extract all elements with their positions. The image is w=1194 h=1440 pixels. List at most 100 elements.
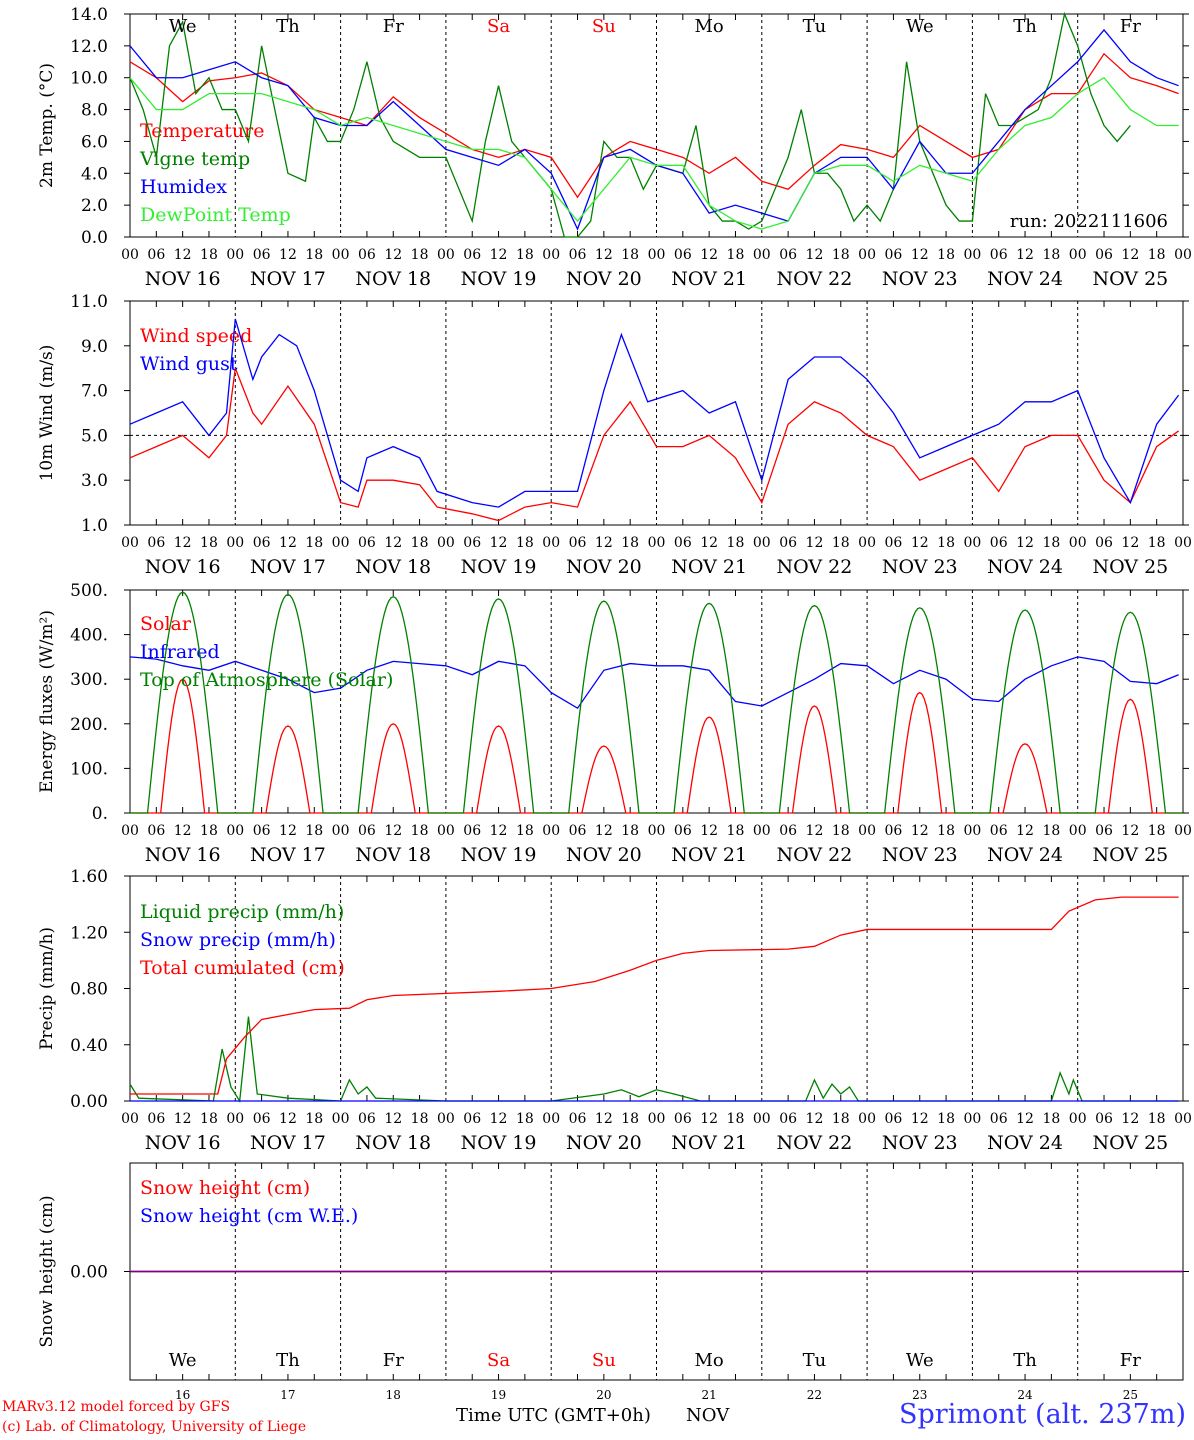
day-tick-label: NOV 22 [777,844,853,866]
hour-tick-label: 18 [516,823,534,839]
hour-tick-label: 18 [727,535,745,551]
hour-tick-label: 18 [200,1111,218,1127]
day-tick-label: NOV 23 [882,268,958,290]
day-tick-label: NOV 22 [777,1132,853,1154]
hour-tick-label: 06 [779,823,797,839]
hour-tick-label: 00 [437,823,455,839]
hour-tick-label: 00 [963,823,981,839]
legend-entry: Snow height (cm W.E.) [140,1205,358,1227]
y-tick-label: 0. [92,804,108,824]
hour-tick-label: 12 [1016,823,1034,839]
hour-tick-label: 18 [1148,823,1166,839]
hour-tick-label: 06 [990,1111,1008,1127]
hour-tick-label: 00 [753,823,771,839]
hour-tick-label: 06 [463,535,481,551]
hour-tick-label: 00 [437,535,455,551]
weekday-label: Mo [695,16,724,37]
y-tick-label: 0.00 [70,1263,108,1283]
hour-tick-label: 12 [490,1111,508,1127]
y-axis-label: 2m Temp. (°C) [37,63,57,188]
y-tick-label: 100. [70,759,108,779]
y-tick-label: 0.00 [70,1092,108,1112]
hour-tick-label: 12 [700,535,718,551]
day-tick-label: NOV 21 [671,844,747,866]
legend-entry: Wind speed [140,325,252,347]
hour-tick-label: 18 [832,247,850,263]
day-tick-label: NOV 17 [250,844,326,866]
hour-tick-label: 12 [911,1111,929,1127]
hour-tick-label: 12 [700,823,718,839]
hour-tick-label: 12 [279,535,297,551]
hour-tick-label: 18 [937,823,955,839]
y-tick-label: 1.0 [81,516,108,536]
weekday-label: Sa [487,1350,510,1371]
y-tick-label: 14.0 [70,5,108,25]
hour-tick-label: 12 [490,247,508,263]
hour-tick-label: 18 [411,823,429,839]
day-tick-label: NOV 20 [566,1132,642,1154]
hour-tick-label: 00 [226,535,244,551]
y-tick-label: 6.0 [81,132,108,152]
series-line-energy-2 [130,591,1183,814]
hour-tick-label: 12 [490,535,508,551]
hour-tick-label: 12 [384,823,402,839]
model-credit: MARv3.12 model forced by GFS [2,1399,231,1415]
y-axis-label: Precip (mm/h) [37,927,57,1050]
hour-tick-label: 12 [174,247,192,263]
y-tick-label: 12.0 [70,37,108,57]
hour-tick-label: 00 [963,535,981,551]
day-tick-label: NOV 18 [355,556,431,578]
hour-tick-label: 00 [648,247,666,263]
y-tick-label: 1.20 [70,923,108,943]
hour-tick-label: 06 [779,535,797,551]
hour-tick-label: 00 [648,535,666,551]
day-tick-label: NOV 21 [671,1132,747,1154]
hour-tick-label: 18 [621,535,639,551]
panel-frame-energy [129,589,1184,814]
hour-tick-label: 06 [463,247,481,263]
hour-tick-label: 06 [147,1111,165,1127]
weekday-label: Sa [487,16,510,37]
y-tick-label: 500. [70,581,108,601]
day-tick-label: NOV 21 [671,556,747,578]
day-tick-label: NOV 17 [250,268,326,290]
legend-entry: Solar [140,613,192,635]
day-tick-label: NOV 25 [1092,268,1168,290]
hour-tick-label: 06 [147,247,165,263]
series-line-energy-1 [129,656,1179,710]
hour-tick-label: 06 [674,247,692,263]
hour-tick-label: 12 [1121,535,1139,551]
hour-tick-label: 12 [1016,247,1034,263]
hour-tick-label: 00 [963,247,981,263]
hour-tick-label: 18 [1148,1111,1166,1127]
series-line-precip-0 [129,1016,1179,1103]
day-tick-label: NOV 16 [145,556,221,578]
hour-tick-label: 00 [1069,247,1087,263]
hour-tick-label: 12 [911,823,929,839]
hour-tick-label: 18 [516,535,534,551]
hour-tick-label: 18 [832,1111,850,1127]
hour-tick-label: 06 [569,1111,587,1127]
hour-tick-label: 06 [885,535,903,551]
y-tick-label: 0.40 [70,1036,108,1056]
hour-tick-label: 06 [358,535,376,551]
weekday-label: Tu [803,1350,827,1371]
hour-tick-label: 06 [885,823,903,839]
hour-tick-label: 12 [806,535,824,551]
y-tick-label: 3.0 [81,471,108,491]
hour-tick-label: 12 [595,823,613,839]
hour-tick-label: 18 [727,247,745,263]
legend-entry: DewPoint Temp [140,204,291,226]
weekday-label: Th [1013,1350,1037,1371]
y-axis-label: Energy fluxes (W/m²) [37,610,57,793]
weekday-label: Fr [1120,1350,1141,1371]
hour-tick-label: 18 [305,535,323,551]
weekday-label: Mo [695,1350,724,1371]
hour-tick-label: 00 [1069,1111,1087,1127]
hour-tick-label: 12 [911,247,929,263]
hour-tick-label: 06 [674,535,692,551]
hour-tick-label: 06 [358,1111,376,1127]
hour-tick-label: 00 [542,535,560,551]
hour-tick-label: 00 [1069,535,1087,551]
day-number-label: 21 [702,1388,717,1402]
